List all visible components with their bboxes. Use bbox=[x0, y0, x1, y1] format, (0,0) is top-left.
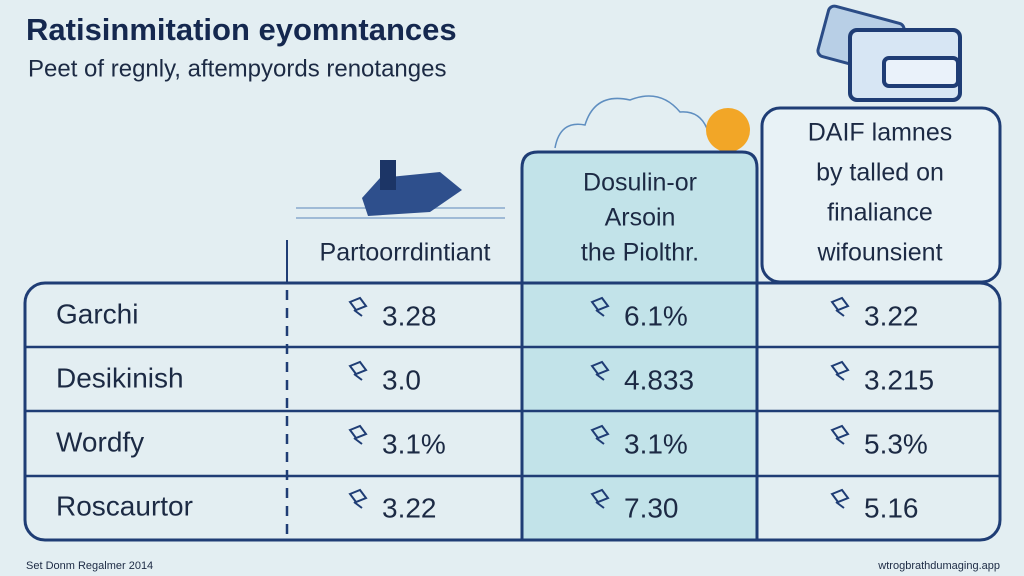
column-header: wifounsient bbox=[816, 239, 942, 267]
cell-icon bbox=[590, 488, 610, 509]
cell-icon bbox=[590, 360, 610, 381]
cell-icon bbox=[590, 424, 610, 445]
cell-icon bbox=[830, 360, 850, 381]
row-lines bbox=[25, 345, 1000, 478]
column-header: by talled on bbox=[816, 159, 944, 187]
cell-value: 3.1% bbox=[382, 428, 446, 459]
cell-icon bbox=[590, 296, 610, 317]
column-header: Arsoin bbox=[605, 204, 676, 232]
cell-value: 3.28 bbox=[382, 300, 437, 331]
cell-icon bbox=[348, 488, 368, 509]
cell-value: 5.3% bbox=[864, 428, 928, 459]
cell-icon bbox=[830, 296, 850, 317]
cell-value: 3.1% bbox=[624, 428, 688, 459]
row-label: Wordfy bbox=[56, 426, 144, 457]
cell-value: 3.0 bbox=[382, 364, 421, 395]
footer-right: wtrogbrathdumaging.app bbox=[877, 560, 1000, 572]
row-label: Desikinish bbox=[56, 362, 184, 393]
column-header: Partoorrdintiant bbox=[320, 239, 491, 267]
footer-left: Set Donm Regalmer 2014 bbox=[26, 560, 153, 572]
column-dividers bbox=[285, 290, 759, 536]
row-label: Garchi bbox=[56, 298, 138, 329]
title: Ratisinmitation eyomntances bbox=[26, 12, 457, 47]
sun-icon bbox=[706, 108, 750, 152]
cell-value: 3.22 bbox=[864, 300, 919, 331]
plane-icon bbox=[296, 160, 505, 219]
cell-icon bbox=[348, 296, 368, 317]
cloud-icon bbox=[554, 95, 711, 149]
subtitle: Peet of regnly, aftempyords renotanges bbox=[28, 55, 446, 82]
row-label: Roscaurtor bbox=[56, 490, 193, 521]
cell-value: 7.30 bbox=[624, 492, 679, 523]
cell-icon bbox=[830, 424, 850, 445]
cell-value: 3.215 bbox=[864, 364, 934, 395]
cell-value: 4.833 bbox=[624, 364, 694, 395]
column-header: DAIF lamnes bbox=[808, 119, 952, 147]
tablet-icon bbox=[816, 4, 962, 102]
cell-icon bbox=[348, 360, 368, 381]
column-header: the Piolthr. bbox=[581, 239, 699, 267]
cell-value: 6.1% bbox=[624, 300, 688, 331]
column-header: Dosulin-or bbox=[583, 169, 697, 197]
cell-icon bbox=[348, 424, 368, 445]
column-header: finaliance bbox=[827, 199, 933, 227]
cell-value: 5.16 bbox=[864, 492, 919, 523]
cell-icon bbox=[830, 488, 850, 509]
cell-value: 3.22 bbox=[382, 492, 437, 523]
